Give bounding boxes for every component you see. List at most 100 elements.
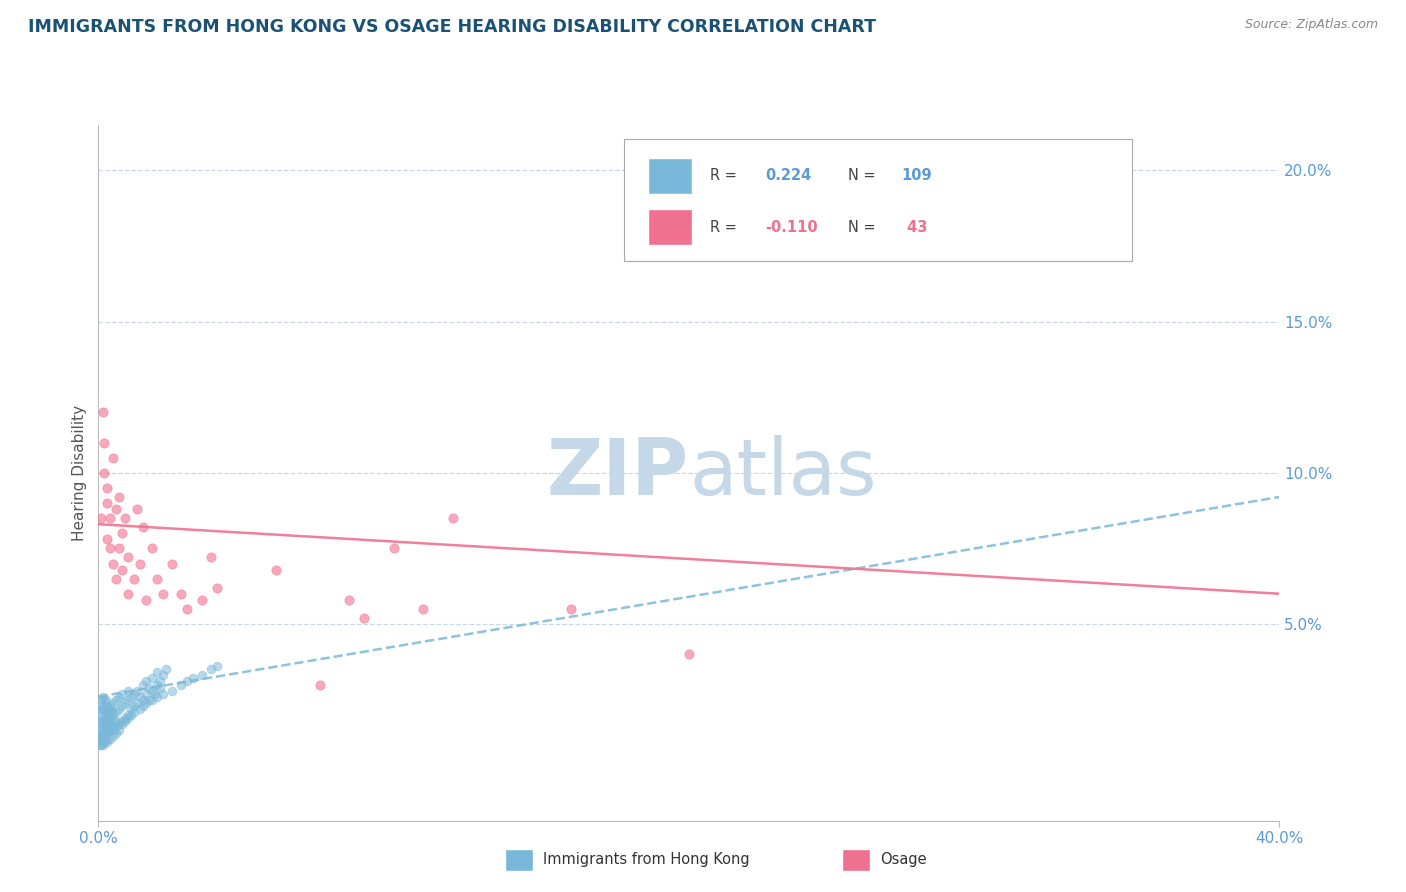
Point [441, 511, 464, 525]
Point [103, 450, 125, 465]
Point [97, 720, 120, 734]
Point [122, 705, 145, 719]
Point [162, 683, 183, 698]
Point [138, 692, 160, 706]
Point [105, 692, 128, 706]
Point [105, 705, 128, 719]
Point [111, 563, 134, 577]
Text: -0.110: -0.110 [766, 219, 818, 235]
Text: 109: 109 [901, 169, 932, 183]
Point [103, 707, 125, 722]
Point [94, 705, 117, 719]
Point [93, 466, 115, 480]
Point [93, 707, 115, 722]
Point [181, 672, 204, 686]
Point [205, 659, 228, 673]
Point [135, 592, 157, 607]
Text: N =: N = [848, 219, 880, 235]
Point [91, 731, 114, 746]
Point [132, 677, 155, 691]
Point [96, 702, 118, 716]
Point [89, 723, 111, 737]
Point [128, 557, 150, 571]
Point [98, 714, 121, 728]
Point [98, 723, 121, 737]
Point [146, 690, 169, 704]
Point [117, 550, 139, 565]
Point [309, 677, 332, 691]
FancyBboxPatch shape [624, 139, 1132, 260]
Point [155, 662, 177, 676]
Point [117, 707, 139, 722]
Point [90, 702, 112, 716]
Point [89, 714, 111, 728]
Point [90, 726, 112, 740]
Point [337, 592, 360, 607]
Bar [648, 158, 693, 194]
Point [108, 690, 131, 704]
Point [125, 683, 148, 698]
Point [200, 550, 222, 565]
Point [93, 714, 115, 728]
Point [170, 587, 193, 601]
Point [264, 563, 287, 577]
Point [96, 723, 118, 737]
Point [122, 698, 145, 713]
Y-axis label: Hearing Disability: Hearing Disability [72, 405, 87, 541]
Point [98, 511, 121, 525]
Point [143, 687, 166, 701]
Point [132, 692, 155, 706]
Point [108, 716, 131, 731]
Point [100, 720, 122, 734]
Point [191, 592, 214, 607]
Point [98, 698, 121, 713]
Point [141, 683, 163, 698]
Point [117, 587, 139, 601]
Point [146, 677, 169, 691]
Point [105, 726, 128, 740]
Point [108, 541, 131, 556]
Point [141, 672, 163, 686]
Point [103, 729, 125, 743]
Point [90, 729, 112, 743]
Point [125, 696, 148, 710]
Point [98, 723, 121, 737]
Point [90, 723, 112, 737]
Text: 43: 43 [901, 219, 927, 235]
Point [176, 602, 198, 616]
Point [96, 481, 118, 495]
Text: Osage: Osage [880, 853, 927, 867]
Point [120, 690, 142, 704]
Point [96, 496, 118, 510]
Text: 0.224: 0.224 [766, 169, 811, 183]
Point [122, 572, 145, 586]
Point [105, 572, 128, 586]
Point [114, 714, 136, 728]
Text: Immigrants from Hong Kong: Immigrants from Hong Kong [543, 853, 749, 867]
Point [108, 723, 131, 737]
Point [200, 662, 222, 676]
Text: R =: R = [710, 219, 742, 235]
Point [111, 714, 134, 728]
Point [98, 711, 121, 725]
Point [353, 611, 375, 625]
Text: R =: R = [710, 169, 742, 183]
Point [103, 696, 125, 710]
Point [91, 702, 114, 716]
Point [91, 738, 114, 752]
Point [100, 705, 122, 719]
Point [111, 687, 134, 701]
Point [149, 681, 172, 695]
Point [93, 735, 115, 749]
Point [176, 674, 198, 689]
Point [114, 711, 136, 725]
Point [103, 723, 125, 737]
Point [97, 705, 120, 719]
Point [93, 729, 115, 743]
Point [105, 720, 128, 734]
Point [93, 723, 115, 737]
Point [98, 702, 121, 716]
Point [98, 731, 121, 746]
Point [117, 692, 139, 706]
Point [91, 716, 114, 731]
